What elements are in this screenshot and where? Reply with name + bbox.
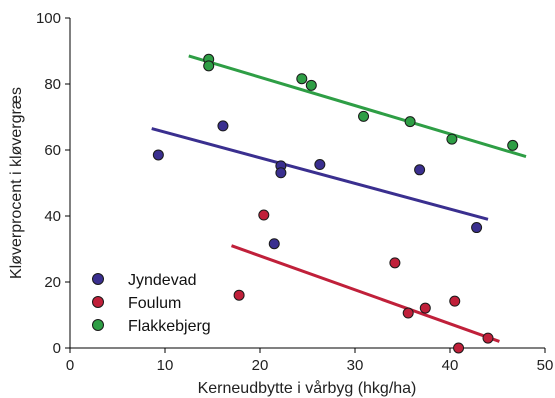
x-axis-ticks: 0 10 20 30 40 50: [66, 348, 554, 374]
data-point-foulum: [389, 257, 401, 269]
data-point-flakkebjerg: [446, 133, 458, 145]
y-tick-label: 20: [44, 274, 61, 291]
data-point-jyndevad: [314, 159, 326, 171]
data-point-flakkebjerg: [404, 116, 416, 128]
y-tick-label: 100: [36, 10, 61, 27]
legend-label-flakkebjerg: Flakkebjerg: [128, 318, 211, 335]
data-point-jyndevad: [414, 164, 426, 176]
axes: [69, 18, 545, 349]
y-tick-label: 80: [44, 76, 61, 93]
data-point-flakkebjerg: [358, 110, 370, 122]
legend-marker-flakkebjerg: [92, 319, 104, 331]
trendline-flakkebjerg: [188, 54, 527, 159]
x-tick-label: 30: [347, 357, 364, 374]
data-point-jyndevad: [471, 222, 483, 234]
trendlines: [151, 54, 527, 343]
y-tick-label: 0: [53, 340, 61, 357]
data-point-foulum: [233, 289, 245, 301]
data-points: [152, 53, 519, 354]
legend-marker-jyndevad: [92, 273, 104, 285]
x-tick-label: 10: [157, 357, 174, 374]
x-tick-label: 50: [537, 357, 554, 374]
data-point-jyndevad: [275, 167, 287, 179]
data-point-foulum: [449, 295, 461, 307]
data-point-foulum: [453, 342, 465, 354]
x-axis-title: Kerneudbytte i vårbyg (hkg/ha): [198, 379, 417, 397]
legend-label-jyndevad: Jyndevad: [128, 272, 197, 289]
trendline-jyndevad: [151, 127, 489, 221]
data-point-flakkebjerg: [203, 60, 215, 72]
y-axis-ticks: 0 20 40 60 80 100: [36, 10, 70, 357]
data-point-foulum: [419, 302, 431, 314]
data-point-flakkebjerg: [296, 73, 308, 85]
legend: Jyndevad Foulum Flakkebjerg: [92, 272, 211, 335]
x-tick-label: 0: [66, 357, 74, 374]
data-point-foulum: [482, 332, 494, 344]
y-tick-label: 40: [44, 208, 61, 225]
data-point-foulum: [402, 307, 414, 319]
data-point-jyndevad: [268, 238, 280, 250]
y-axis-title: Kløverprocent i kløvergræs: [8, 87, 25, 279]
data-point-jyndevad: [152, 149, 164, 161]
x-tick-label: 40: [442, 357, 459, 374]
data-point-flakkebjerg: [305, 79, 317, 91]
data-point-flakkebjerg: [507, 139, 519, 151]
legend-label-foulum: Foulum: [128, 295, 181, 312]
data-point-jyndevad: [217, 120, 229, 132]
y-tick-label: 60: [44, 142, 61, 159]
legend-marker-foulum: [92, 296, 104, 308]
trendline-foulum: [230, 244, 500, 343]
data-point-foulum: [258, 209, 270, 221]
x-tick-label: 20: [252, 357, 269, 374]
